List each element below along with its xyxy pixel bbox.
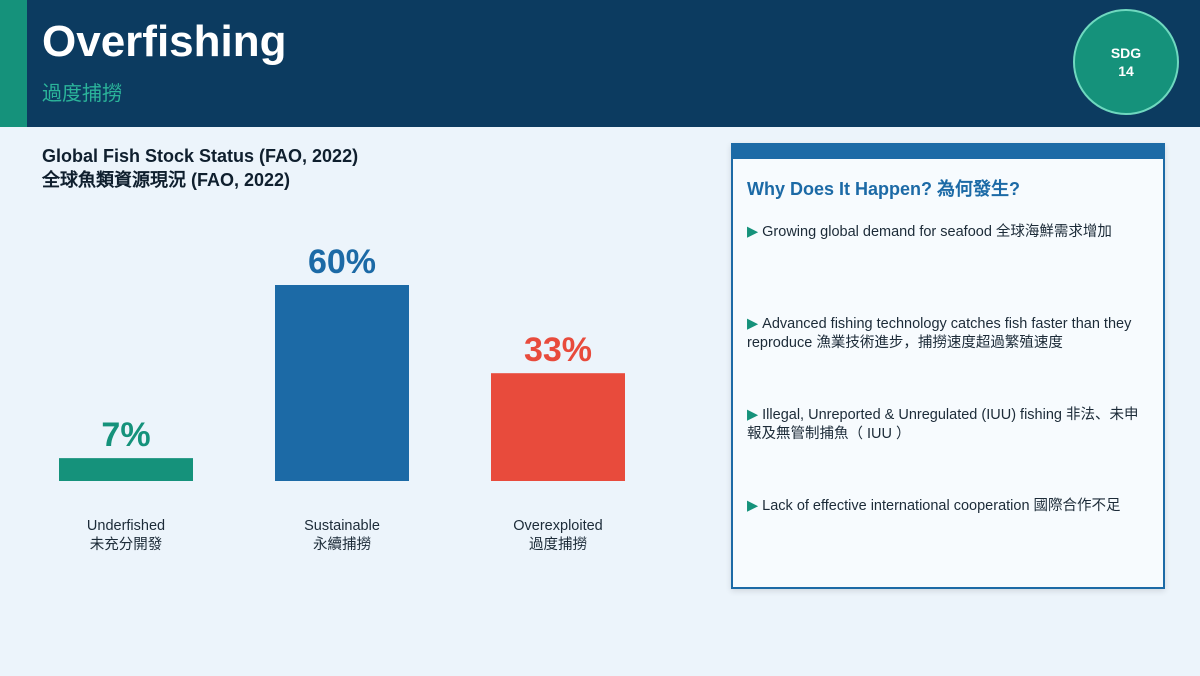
reason-item: ▶ Advanced fishing technology catches fis… (747, 315, 1147, 353)
header-bar: Overfishing 過度捕撈 SDG 14 (0, 0, 1200, 127)
reason-text: Growing global demand for seafood 全球海鮮需求… (762, 224, 1112, 240)
reason-text: Advanced fishing technology catches fish… (747, 316, 1132, 351)
reason-item: ▶ Growing global demand for seafood 全球海鮮需… (747, 223, 1147, 242)
bar (275, 285, 409, 481)
header-accent-stripe (0, 0, 27, 127)
bar (491, 373, 625, 481)
bar-value-label: 33% (524, 331, 592, 369)
why-panel: Why Does It Happen? 為何發生? ▶ Growing globa… (731, 143, 1165, 589)
chart-title: Global Fish Stock Status (FAO, 2022) 全球魚… (42, 144, 358, 192)
panel-heading: Why Does It Happen? 為何發生? (747, 179, 1021, 199)
chart-title-en: Global Fish Stock Status (FAO, 2022) (42, 146, 359, 166)
sdg-badge-label: SDG (1110, 45, 1142, 61)
panel-top-bar (733, 145, 1163, 159)
bar-value-label: 60% (308, 243, 376, 281)
sdg-badge-number: 14 (1118, 63, 1134, 79)
bar-value-label: 7% (101, 416, 150, 454)
category-label-en: Underfished (87, 518, 165, 534)
page-title: Overfishing (42, 17, 287, 66)
category-label-zh: 過度捕撈 (529, 536, 587, 553)
fish-stock-bar-chart: 7% Underfished 未充分開發 60% Sustainable 永續捕撈 33% O… (59, 243, 625, 553)
play-arrow-icon: ▶ (747, 316, 759, 332)
play-arrow-icon: ▶ (747, 224, 759, 240)
play-arrow-icon: ▶ (747, 498, 759, 514)
page-subtitle: 過度捕撈 (42, 83, 122, 105)
category-label-zh: 永續捕撈 (313, 536, 371, 553)
sdg-badge: SDG 14 (1073, 9, 1179, 115)
category-label-en: Overexploited (513, 518, 602, 534)
bar (59, 458, 193, 481)
category-label-en: Sustainable (304, 518, 380, 534)
reason-text: Illegal, Unreported & Unregulated (IUU) … (747, 407, 1139, 442)
play-arrow-icon: ▶ (747, 407, 759, 423)
reason-text: Lack of effective international cooperat… (762, 498, 1121, 514)
reason-item: ▶ Lack of effective international coopera… (747, 497, 1147, 516)
category-label-zh: 未充分開發 (90, 536, 163, 553)
chart-title-zh: 全球魚類資源現況 (FAO, 2022) (42, 170, 291, 190)
reason-item: ▶ Illegal, Unreported & Unregulated (IUU)… (747, 406, 1147, 444)
